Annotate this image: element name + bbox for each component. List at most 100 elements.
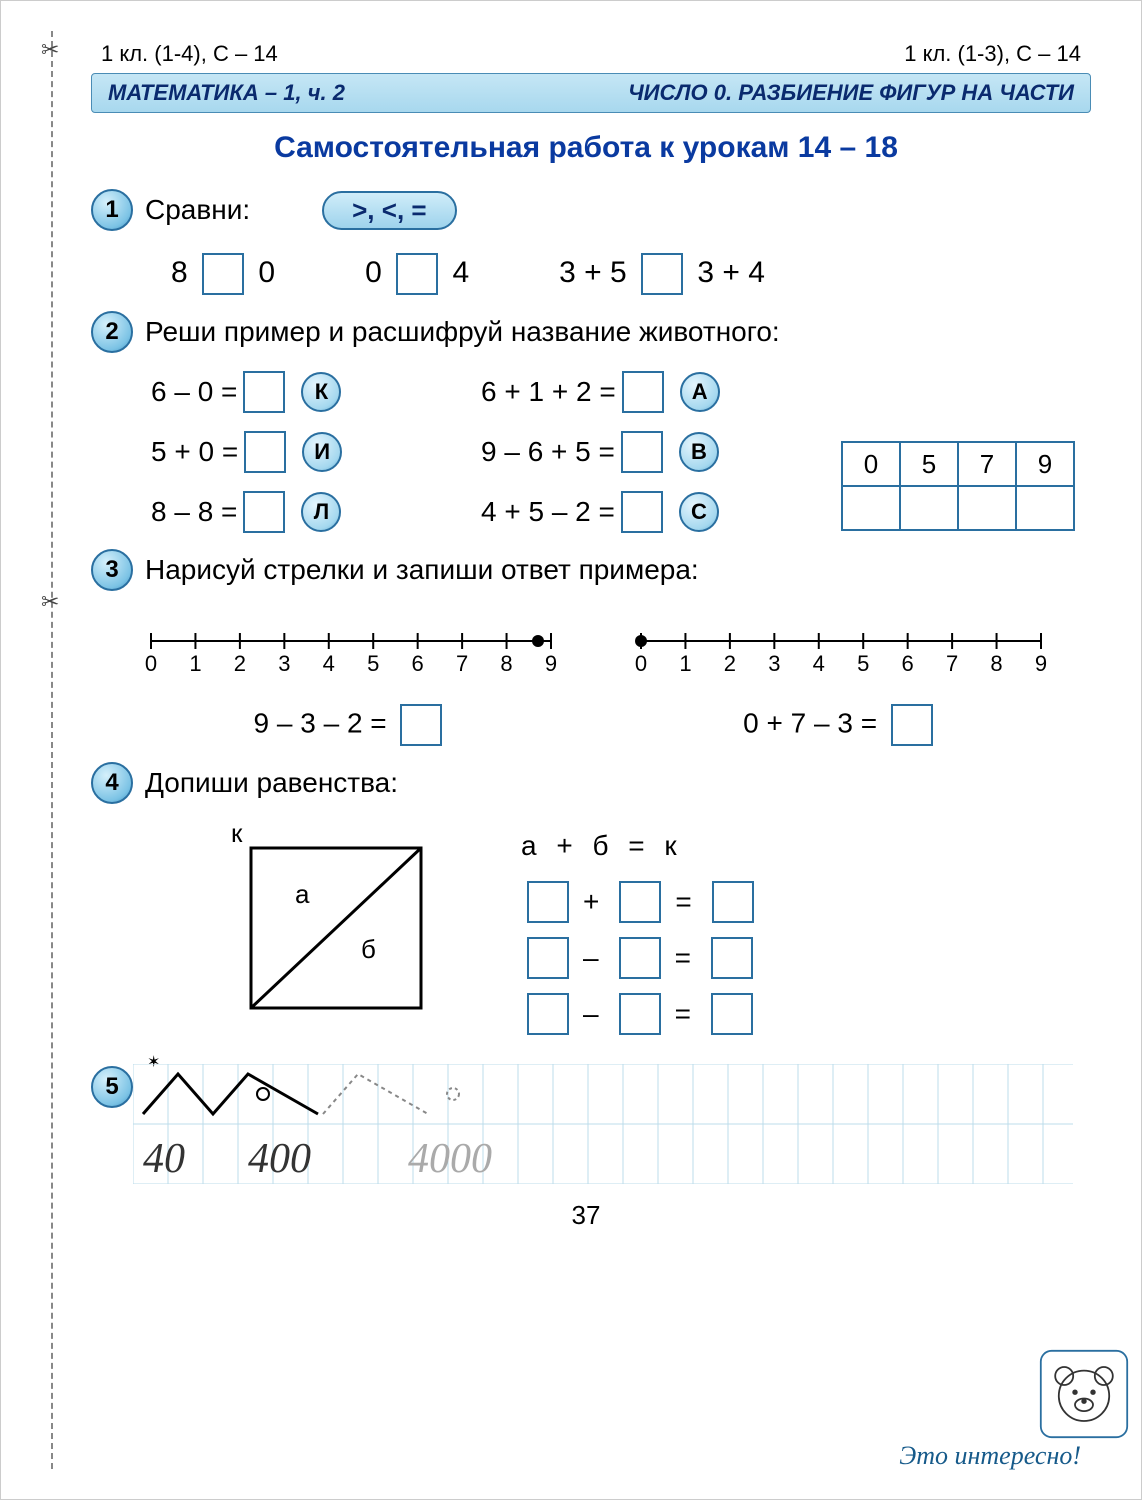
page-title: Самостоятельная работа к урокам 14 – 18 — [71, 131, 1101, 165]
letter-badge: В — [679, 432, 719, 472]
task-number-1: 1 — [91, 189, 133, 231]
writing-sample: 400 — [248, 1136, 311, 1182]
eq-row: 8 – 8 = Л — [151, 491, 451, 533]
answer-box[interactable] — [244, 431, 286, 473]
subject-name: МАТЕМАТИКА – 1, ч. 2 — [108, 80, 345, 106]
svg-text:0: 0 — [145, 651, 157, 676]
numberline-svg: 0123456789 — [141, 621, 561, 681]
topic-name: ЧИСЛО 0. РАЗБИЕНИЕ ФИГУР НА ЧАСТИ — [628, 80, 1074, 106]
numberline-1: 0123456789 9 – 3 – 2 = — [141, 621, 561, 746]
task3-label: Нарисуй стрелки и запиши ответ примера: — [145, 554, 699, 586]
handwriting-grid-svg: 40 400 4000 — [133, 1064, 1073, 1184]
subject-bar: МАТЕМАТИКА – 1, ч. 2 ЧИСЛО 0. РАЗБИЕНИЕ … — [91, 73, 1091, 113]
decode-table-wrap: 0 5 7 9 — [841, 433, 1101, 531]
answer-box[interactable] — [527, 993, 569, 1035]
svg-text:6: 6 — [902, 651, 914, 676]
compare-item-1: 8 0 — [171, 253, 275, 295]
decode-cell[interactable] — [958, 486, 1016, 530]
svg-text:8: 8 — [500, 651, 512, 676]
svg-text:3: 3 — [278, 651, 290, 676]
answer-box[interactable] — [527, 881, 569, 923]
letter-badge: И — [302, 432, 342, 472]
numberline-eq-2: 0 + 7 – 3 = — [631, 704, 1051, 746]
answer-box[interactable] — [619, 881, 661, 923]
answer-box[interactable] — [711, 937, 753, 979]
answer-box[interactable] — [396, 253, 438, 295]
svg-text:7: 7 — [456, 651, 468, 676]
answer-box[interactable] — [400, 704, 442, 746]
equations-grid: 6 – 0 = К 6 + 1 + 2 = А 5 + 0 = И 9 – 6 … — [151, 371, 1101, 533]
answer-box[interactable] — [619, 937, 661, 979]
svg-text:2: 2 — [724, 651, 736, 676]
decode-cell[interactable] — [1016, 486, 1074, 530]
cut-line — [51, 31, 53, 1469]
eq-row: 9 – 6 + 5 = В — [481, 431, 811, 473]
answer-box[interactable] — [711, 993, 753, 1035]
task-3: 3 Нарисуй стрелки и запиши ответ примера… — [91, 549, 1101, 746]
writing-sample-dotted: 4000 — [408, 1136, 492, 1182]
page-number: 37 — [71, 1200, 1101, 1231]
eq-row: 4 + 5 – 2 = С — [481, 491, 811, 533]
task1-label: Сравни: — [145, 194, 250, 226]
answer-box[interactable] — [621, 431, 663, 473]
answer-box[interactable] — [621, 491, 663, 533]
decode-header: 9 — [1016, 442, 1074, 486]
task-number-5: 5 — [91, 1066, 133, 1108]
label-a: а — [295, 879, 310, 909]
decode-header: 7 — [958, 442, 1016, 486]
letter-badge: А — [680, 372, 720, 412]
grade-label-right: 1 кл. (1-3), С – 14 — [904, 41, 1081, 67]
label-k: к — [231, 818, 243, 848]
svg-text:7: 7 — [946, 651, 958, 676]
scissors-icon: ✂ — [41, 589, 59, 615]
svg-text:8: 8 — [990, 651, 1002, 676]
decode-header: 0 — [842, 442, 900, 486]
answer-box[interactable] — [712, 881, 754, 923]
fill-equation: + = — [521, 874, 760, 930]
fill-equation: – = — [521, 930, 760, 986]
numberline-eq-1: 9 – 3 – 2 = — [141, 704, 561, 746]
label-b: б — [361, 934, 376, 964]
answer-box[interactable] — [202, 253, 244, 295]
task-number-2: 2 — [91, 311, 133, 353]
numberlines: 0123456789 9 – 3 – 2 = 0123456789 0 + 7 … — [141, 621, 1101, 746]
answer-box[interactable] — [619, 993, 661, 1035]
task-1: 1 Сравни: >, <, = 8 0 0 4 3 + 5 3 + 4 — [91, 189, 1101, 295]
eq-row: 6 + 1 + 2 = А — [481, 371, 811, 413]
answer-box[interactable] — [243, 491, 285, 533]
writing-sample: 40 — [143, 1136, 185, 1182]
answer-box[interactable] — [891, 704, 933, 746]
fill-equation: – = — [521, 986, 760, 1042]
compare-row: 8 0 0 4 3 + 5 3 + 4 — [171, 253, 1101, 295]
decode-cell[interactable] — [842, 486, 900, 530]
answer-box[interactable] — [527, 937, 569, 979]
decode-header: 5 — [900, 442, 958, 486]
comparison-operators-pill: >, <, = — [322, 191, 456, 230]
svg-text:9: 9 — [545, 651, 557, 676]
svg-text:4: 4 — [813, 651, 825, 676]
writing-grid[interactable]: 40 400 4000 — [133, 1064, 1073, 1184]
grade-label-left: 1 кл. (1-4), С – 14 — [101, 41, 278, 67]
numberline-svg: 0123456789 — [631, 621, 1051, 681]
svg-text:1: 1 — [679, 651, 691, 676]
answer-box[interactable] — [641, 253, 683, 295]
task-4: 4 Допиши равенства: к а б а + б = к + = — [91, 762, 1101, 1042]
top-labels: 1 кл. (1-4), С – 14 1 кл. (1-3), С – 14 — [101, 41, 1081, 67]
svg-text:4: 4 — [323, 651, 335, 676]
numberline-2: 0123456789 0 + 7 – 3 = — [631, 621, 1051, 746]
answer-box[interactable] — [622, 371, 664, 413]
decode-cell[interactable] — [900, 486, 958, 530]
letter-badge: Л — [301, 492, 341, 532]
svg-text:3: 3 — [768, 651, 780, 676]
svg-text:6: 6 — [412, 651, 424, 676]
decode-table: 0 5 7 9 — [841, 441, 1075, 531]
rectangle-diagram: к а б — [211, 818, 441, 1028]
letter-badge: С — [679, 492, 719, 532]
answer-box[interactable] — [243, 371, 285, 413]
task-2: 2 Реши пример и расшифруй название живот… — [91, 311, 1101, 533]
svg-text:2: 2 — [234, 651, 246, 676]
equations-stack: а + б = к + = – = – — [521, 818, 760, 1042]
task-number-4: 4 — [91, 762, 133, 804]
svg-text:9: 9 — [1035, 651, 1047, 676]
rect-diagram-row: к а б а + б = к + = – — [211, 818, 1101, 1042]
